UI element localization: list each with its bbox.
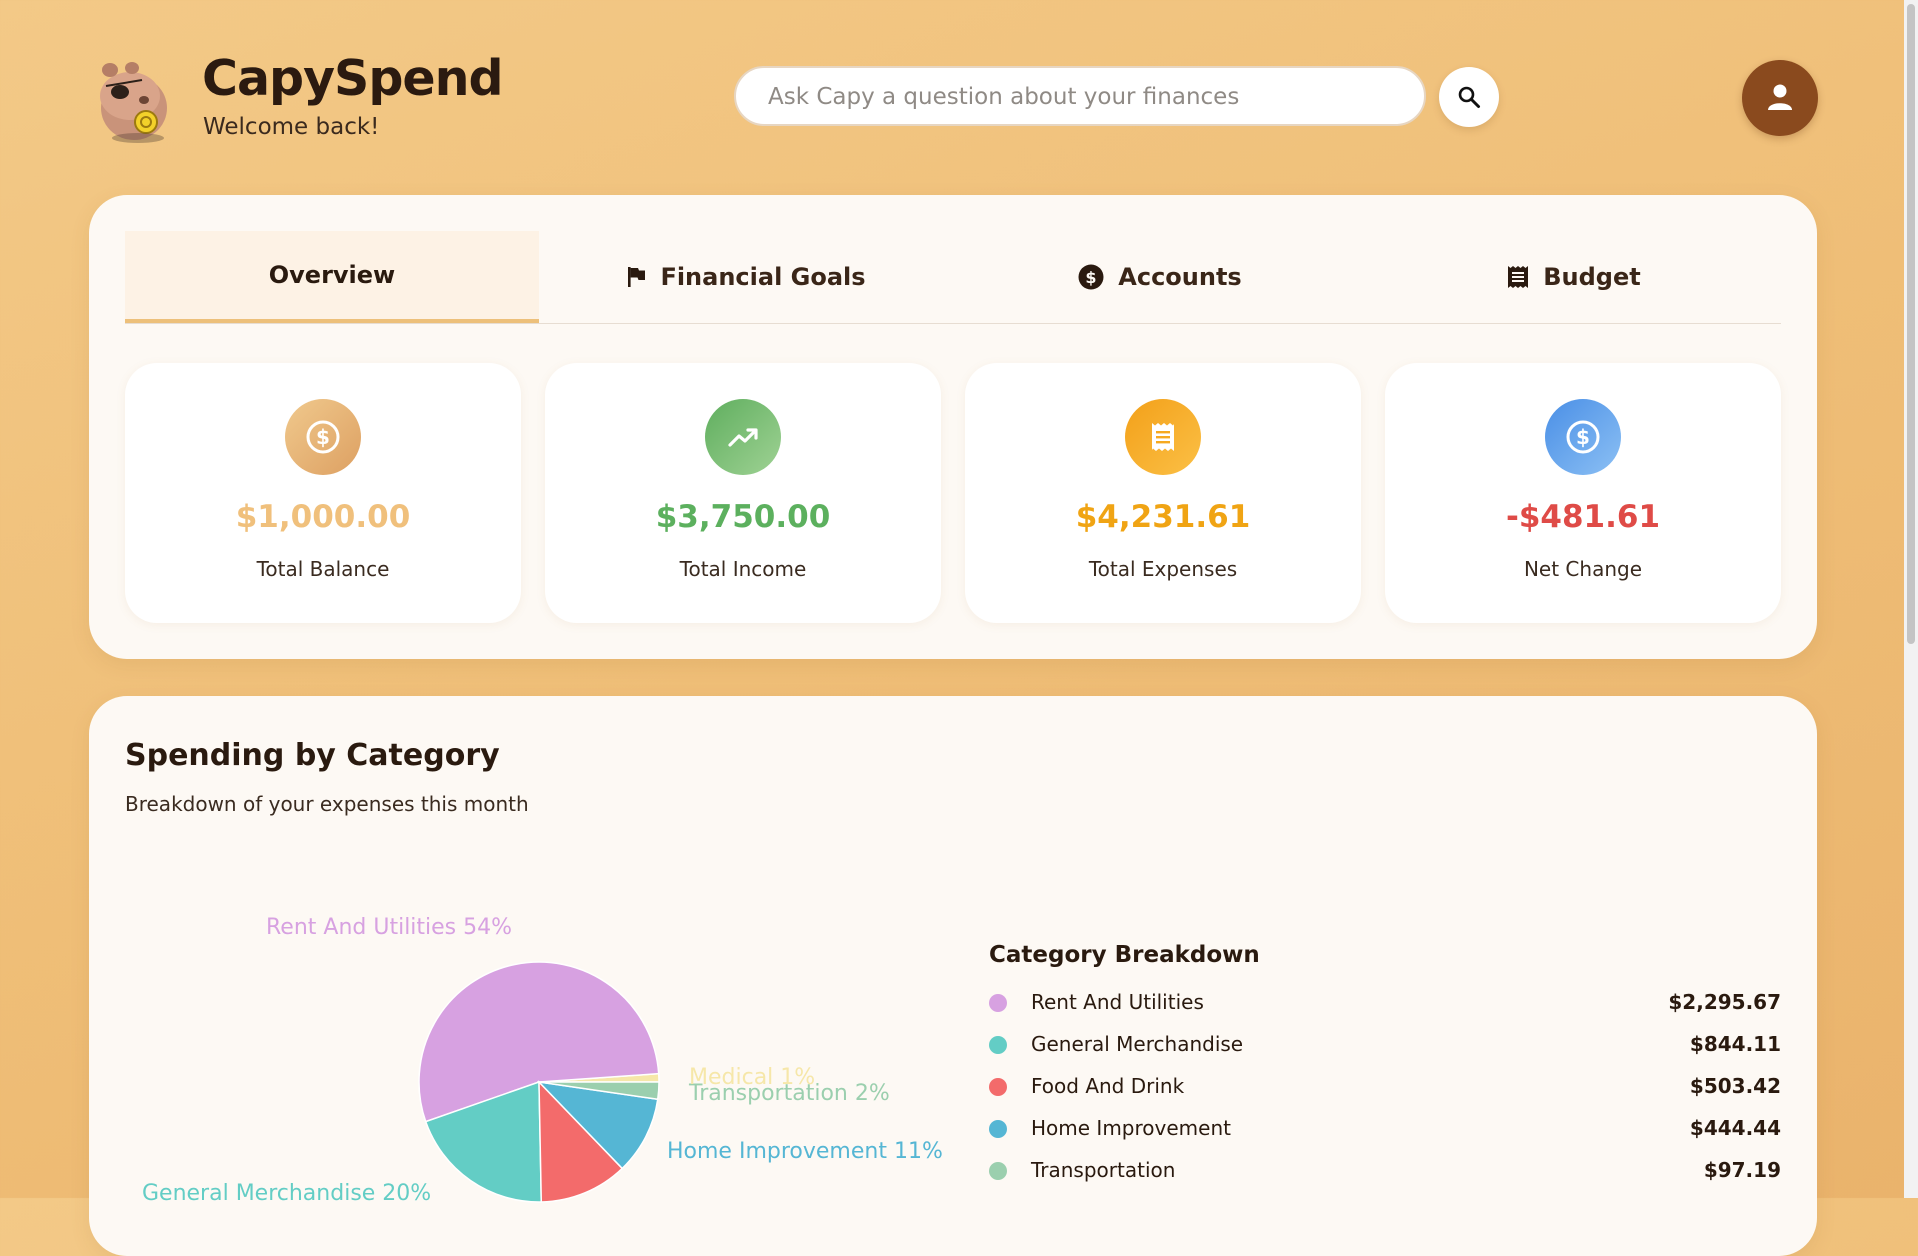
pie-slice-transportation[interactable]: [538, 1081, 660, 1101]
legend-category-name: Transportation: [1031, 1158, 1176, 1182]
main-tabs: Overview Financial Goals $ Accounts Bud: [125, 231, 1781, 324]
card-icon-badge: $: [285, 399, 361, 475]
legend-color-dot: [989, 1120, 1007, 1138]
section-title: Spending by Category: [125, 738, 500, 773]
total-balance-card: $ $1,000.00 Total Balance: [125, 363, 521, 623]
legend-category-amount: $503.42: [1689, 1074, 1781, 1098]
pie-label: Home Improvement 11%: [667, 1139, 943, 1164]
section-subtitle: Breakdown of your expenses this month: [125, 792, 529, 816]
card-label: Total Income: [679, 557, 807, 581]
dollar-circle-icon: $: [1566, 420, 1600, 454]
tab-label: Overview: [268, 261, 396, 289]
legend-color-dot: [989, 994, 1007, 1012]
pie-label: Transportation 2%: [688, 1081, 890, 1106]
pie-label: Rent And Utilities 54%: [266, 915, 512, 940]
tab-label: Budget: [1543, 263, 1641, 291]
svg-text:$: $: [1576, 425, 1590, 449]
legend-category-name: Home Improvement: [1031, 1116, 1231, 1140]
legend-row: Home Improvement $444.44: [989, 1108, 1781, 1150]
legend-row: General Merchandise $844.11: [989, 1024, 1781, 1066]
legend-category-amount: $97.19: [1703, 1158, 1781, 1182]
tab-label: Financial Goals: [660, 263, 866, 291]
legend-category-name: Food And Drink: [1031, 1074, 1185, 1098]
category-breakdown-list: Rent And Utilities $2,295.67 General Merch…: [989, 982, 1781, 1192]
search-button[interactable]: [1439, 67, 1499, 127]
tab-label: Accounts: [1118, 263, 1242, 291]
total-income-card: $3,750.00 Total Income: [545, 363, 941, 623]
total-expenses-card: $4,231.61 Total Expenses: [965, 363, 1361, 623]
legend-color-dot: [989, 1162, 1007, 1180]
card-icon-badge: $: [1545, 399, 1621, 475]
legend-color-dot: [989, 1078, 1007, 1096]
legend-color-dot: [989, 1036, 1007, 1054]
card-value: $4,231.61: [1075, 499, 1251, 535]
capybara-mascot-icon: [100, 62, 167, 143]
card-icon-badge: [1125, 399, 1201, 475]
legend-category-amount: $2,295.67: [1668, 990, 1781, 1014]
category-breakdown-title: Category Breakdown: [989, 942, 1260, 968]
receipt-icon: [1152, 423, 1174, 451]
net-change-card: $ -$481.61 Net Change: [1385, 363, 1781, 623]
card-value: $3,750.00: [655, 499, 831, 535]
user-icon: [1768, 84, 1792, 110]
svg-text:$: $: [1086, 268, 1097, 287]
search-icon: [1458, 86, 1480, 108]
pie-label: General Merchandise 20%: [142, 1181, 431, 1206]
card-label: Total Balance: [256, 557, 390, 581]
legend-category-amount: $844.11: [1689, 1032, 1781, 1056]
search-input[interactable]: [766, 68, 1400, 126]
tab-budget[interactable]: Budget: [1367, 231, 1781, 323]
scrollbar-thumb[interactable]: [1907, 4, 1915, 644]
tab-financial-goals[interactable]: Financial Goals: [539, 231, 953, 323]
spending-panel: Spending by Category Breakdown of your e…: [89, 696, 1817, 1256]
summary-cards: $ $1,000.00 Total Balance $3,750.00 Tota…: [125, 363, 1781, 623]
card-icon-badge: [705, 399, 781, 475]
search-bar: [734, 66, 1426, 126]
pie-label: Medical 1%: [689, 1065, 815, 1090]
pie-slice-home-improvement[interactable]: [536, 1080, 659, 1170]
receipt-icon: [1508, 266, 1529, 288]
card-value: -$481.61: [1505, 499, 1661, 535]
legend-category-name: General Merchandise: [1031, 1032, 1244, 1056]
tab-overview[interactable]: Overview: [125, 231, 539, 323]
legend-category-name: Rent And Utilities: [1031, 990, 1204, 1014]
legend-row: Transportation $97.19: [989, 1150, 1781, 1192]
dollar-circle-icon: $: [306, 420, 340, 454]
pie-slice-rent-and-utilities[interactable]: [418, 961, 660, 1123]
legend-row: Rent And Utilities $2,295.67: [989, 982, 1781, 1024]
app-header: CapySpend Welcome back!: [0, 0, 1918, 190]
page-scrollbar[interactable]: [1904, 0, 1918, 1198]
app-title: CapySpend: [202, 50, 504, 107]
svg-text:$: $: [316, 425, 330, 449]
legend-row: Food And Drink $503.42: [989, 1066, 1781, 1108]
card-value: $1,000.00: [235, 499, 411, 535]
card-label: Net Change: [1523, 557, 1643, 581]
dollar-circle-icon: $: [1078, 264, 1104, 290]
spending-pie-chart: Rent And Utilities 54% General Merchandis…: [142, 915, 943, 1206]
flag-icon: [628, 267, 646, 287]
user-avatar-button[interactable]: [1742, 60, 1818, 136]
summary-panel: Overview Financial Goals $ Accounts Bud: [89, 195, 1817, 659]
legend-category-amount: $444.44: [1689, 1116, 1781, 1140]
tab-accounts[interactable]: $ Accounts: [953, 231, 1367, 323]
card-label: Total Expenses: [1088, 557, 1238, 581]
trending-up-icon: [728, 428, 758, 447]
welcome-text: Welcome back!: [203, 114, 380, 140]
